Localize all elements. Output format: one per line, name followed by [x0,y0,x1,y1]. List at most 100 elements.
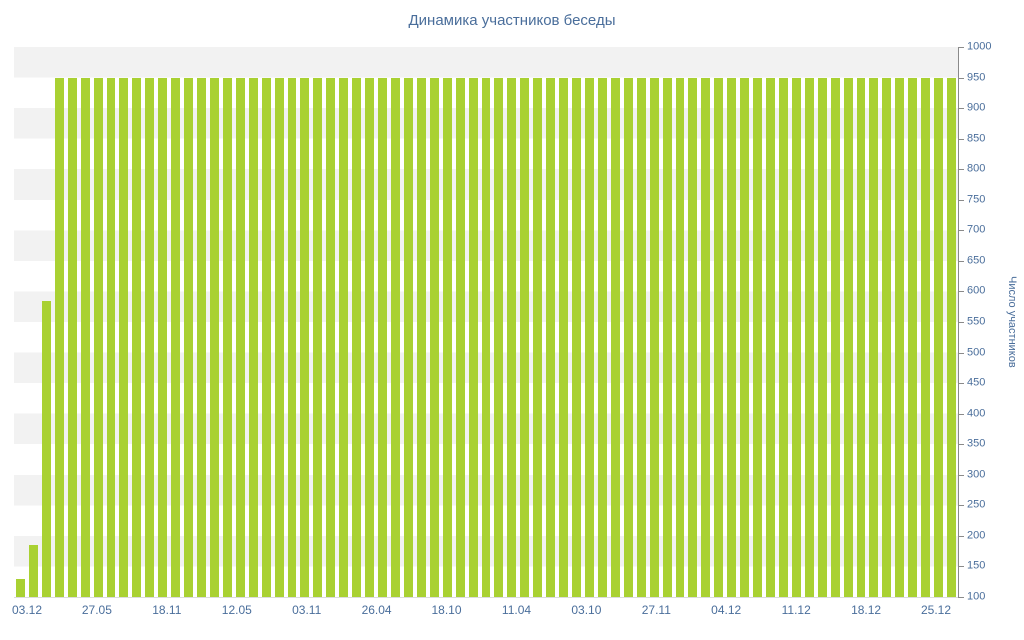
bar [54,77,64,597]
y-tick-label: 200 [967,529,986,542]
bar [352,77,362,597]
y-tick-mark [959,291,964,293]
y-tick-label: 750 [967,193,986,206]
bar [934,77,944,597]
x-tick-label: 18.12 [851,603,882,617]
bar [791,77,801,597]
y-tick-mark [959,230,964,232]
x-tick-label: 27.11 [641,603,671,617]
bar [895,77,905,597]
bar [287,77,297,597]
bar [740,77,750,597]
y-tick-mark [959,444,964,446]
bar [416,77,426,597]
bar [675,77,685,597]
bar [326,77,336,597]
bar [908,77,918,597]
bar [300,77,310,597]
y-tick-mark [959,383,964,385]
bar [623,77,633,597]
bar [882,77,892,597]
y-tick-mark [959,108,964,110]
bar [520,77,530,597]
x-tick-label: 03.11 [292,603,322,617]
bar [197,77,206,597]
y-tick-mark [959,505,964,507]
bar [649,77,659,597]
x-tick-label: 03.10 [571,603,602,617]
x-tick-label: 18.11 [152,603,182,617]
bar [533,77,543,597]
bar [429,77,439,597]
x-tick-label: 11.12 [781,603,811,617]
bar [339,77,349,597]
bar [830,77,840,597]
bar [132,77,142,597]
bar [714,77,724,597]
y-tick-mark [959,199,964,201]
bar [546,77,556,597]
bar [442,77,452,597]
chart-title: Динамика участников беседы [408,12,616,29]
y-tick-label: 950 [967,71,986,84]
bar [80,77,90,597]
y-tick-mark [959,77,964,79]
plot-area [14,47,958,598]
bar [171,77,181,597]
y-tick-mark [959,138,964,140]
bar [507,77,517,597]
bar [753,77,763,597]
y-tick-mark [959,169,964,171]
bar [481,77,491,597]
bar [158,77,168,597]
bar [274,77,284,597]
bar [28,545,38,597]
bar [93,77,103,597]
bar [403,77,413,597]
bar [843,77,853,597]
x-tick-label: 27.05 [81,603,112,617]
bar [455,77,465,597]
y-tick-label: 1000 [967,40,992,53]
y-tick-label: 300 [967,468,986,481]
bar [41,300,51,597]
bar [209,77,219,597]
bar [701,77,711,597]
bar [947,77,956,597]
bar [235,77,245,597]
x-tick-label: 25.12 [920,603,952,617]
x-tick-label: 04.12 [711,603,742,617]
bar [468,77,478,597]
x-axis: 03.12 27.05 18.11 12.05 03.11 26.04 18.10 11.04… [12,600,958,622]
y-tick-label: 800 [967,162,986,175]
y-tick-mark [959,474,964,476]
bar [727,77,737,597]
bar [597,77,607,597]
bar [817,77,827,597]
bar [921,77,931,597]
bar [662,77,672,597]
bar [778,77,788,597]
bar [610,77,620,597]
y-tick-label: 700 [967,223,986,236]
bar [222,77,232,597]
x-tick-label: 26.04 [361,603,392,617]
bar [869,77,879,597]
y-tick-mark [959,566,964,568]
y-tick-mark [959,413,964,415]
y-tick-mark [959,322,964,323]
bar [261,77,271,597]
y-tick-mark [959,535,964,537]
y-tick-label: 500 [967,346,986,359]
bar [584,77,594,597]
bar [636,77,646,597]
y-tick-label: 100 [967,590,986,603]
bar [378,77,387,597]
y-tick-label: 450 [967,376,986,389]
y-tick-label: 250 [967,498,986,511]
y-axis-title: Число участников [1006,276,1018,368]
y-tick-label: 650 [967,254,986,267]
bar [856,77,866,597]
y-tick-mark [959,352,964,354]
